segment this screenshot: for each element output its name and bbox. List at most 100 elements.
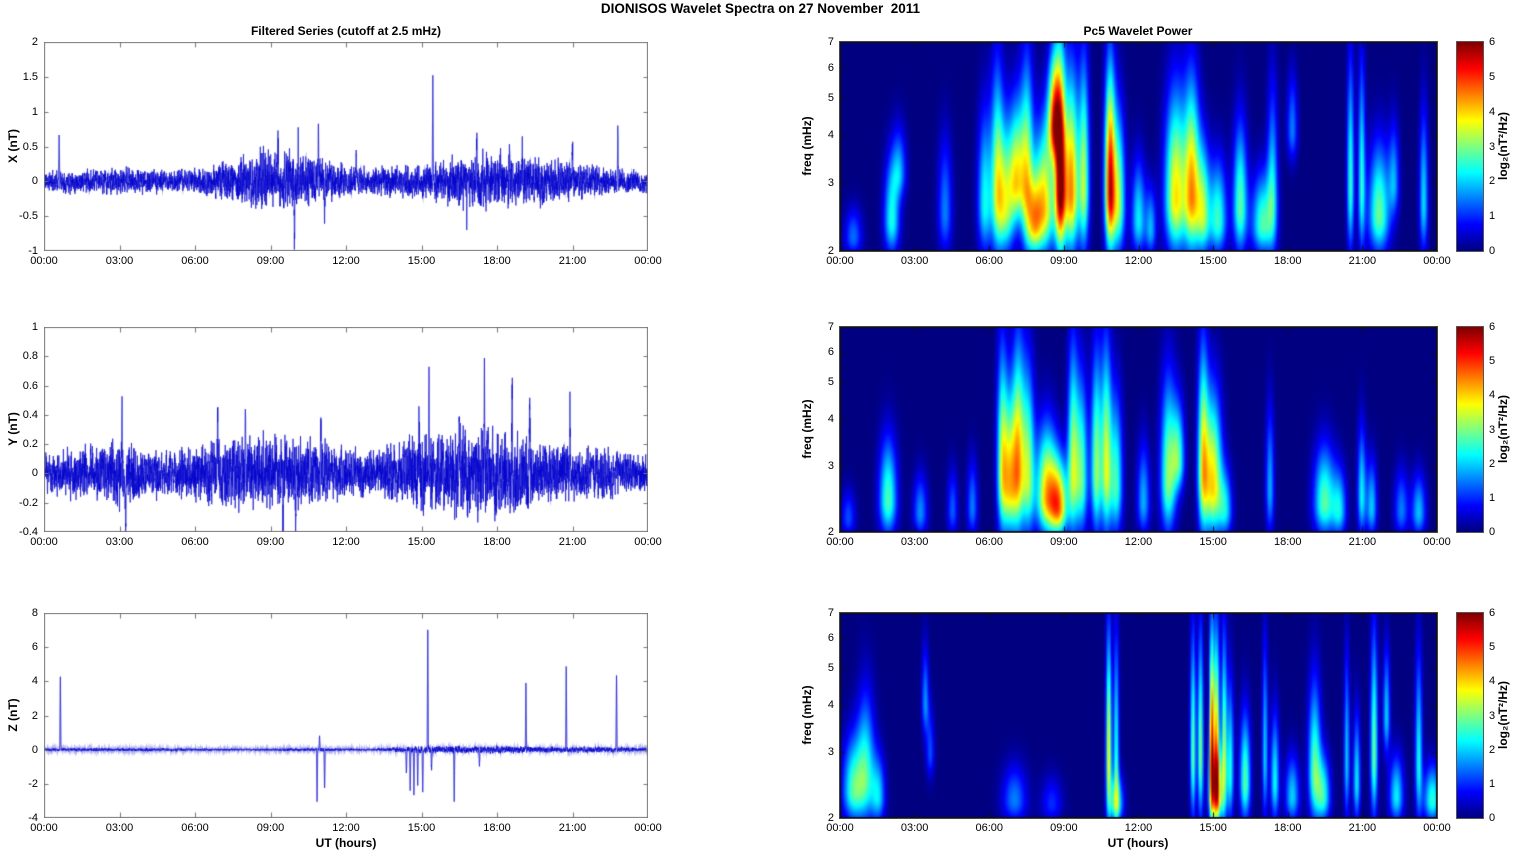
x-tick-label: 12:00	[332, 536, 360, 548]
colorbar-tick-label: 0	[1489, 526, 1496, 538]
x-tick-label: 21:00	[1348, 822, 1377, 834]
x-tick-label: 09:00	[256, 536, 285, 548]
x-tick-label: 03:00	[105, 255, 134, 267]
x_wavelet_power-plot	[839, 41, 1438, 252]
x-tick-label: 18:00	[1273, 536, 1302, 548]
y-tick-label: 0.6	[22, 379, 38, 392]
colorbar-tick-label: 2	[1489, 457, 1496, 470]
z-series-ylabel: Z (nT)	[6, 698, 20, 732]
x-tick-label: 09:00	[256, 255, 285, 267]
x-tick-label: 03:00	[900, 536, 929, 548]
colorbar-tick-label: 4	[1489, 389, 1496, 402]
y-tick-label: -1	[28, 245, 38, 257]
y-tick-label: 0	[31, 467, 38, 480]
colorbar-tick-label: 2	[1489, 743, 1496, 756]
colorbar-tick-label: 2	[1489, 175, 1496, 188]
freq-tick-label: 7	[827, 321, 834, 333]
y-wavelet-panel	[839, 326, 1438, 533]
y-tick-label: 0.2	[22, 438, 38, 451]
colorbar-gradient	[1456, 612, 1484, 819]
colorbar-gradient	[1456, 41, 1484, 252]
colorbar-tick-label: 3	[1489, 423, 1496, 436]
colorbar-tick-label: 1	[1489, 777, 1496, 790]
freq-tick-label: 6	[827, 346, 834, 359]
y_filtered_series-plot	[44, 327, 648, 532]
colorbar-tick-label: 5	[1489, 70, 1496, 83]
freq-tick-label: 2	[827, 245, 834, 257]
y-tick-label: -0.5	[19, 210, 38, 223]
colorbar-tick-label: 4	[1489, 105, 1496, 118]
x-tick-label: 00:00	[30, 536, 58, 548]
y-tick-label: -4	[28, 812, 38, 824]
x-tick-label: 06:00	[181, 536, 209, 548]
y-tick-label: 0.4	[22, 408, 38, 421]
x-tick-label: 12:00	[1124, 255, 1153, 267]
x-tick-label: 03:00	[900, 822, 929, 834]
colorbar-x	[1456, 41, 1484, 252]
x-tick-label: 12:00	[332, 822, 360, 834]
colorbar-label-x: log₂(nT²/Hz)	[1496, 112, 1510, 180]
x_filtered_series-plot	[44, 42, 648, 251]
y-series-ylabel: Y (nT)	[6, 412, 20, 446]
x-wavelet-ylabel: freq (mHz)	[800, 116, 814, 176]
y-tick-label: 1	[31, 105, 38, 118]
x-tick-label: 06:00	[975, 822, 1004, 834]
x-tick-label: 06:00	[975, 255, 1004, 267]
x-tick-label: 15:00	[407, 255, 436, 267]
x-tick-label: 06:00	[181, 822, 209, 834]
x-tick-label: 18:00	[1273, 255, 1302, 267]
x-tick-label: 03:00	[900, 255, 929, 267]
x-tick-label: 00:00	[826, 822, 854, 834]
colorbar-tick-label: 0	[1489, 812, 1496, 824]
x-tick-label: 03:00	[105, 536, 134, 548]
y-tick-label: 0.5	[22, 140, 38, 153]
z-wavelet-ylabel: freq (mHz)	[800, 685, 814, 745]
x-tick-label: 09:00	[1050, 822, 1078, 834]
freq-tick-label: 3	[827, 459, 834, 472]
z-wavelet-panel	[839, 612, 1438, 819]
freq-tick-label: 7	[827, 607, 834, 619]
x-tick-label: 00:00	[1423, 822, 1451, 834]
y-tick-label: -0.2	[19, 496, 38, 509]
x-tick-label: 18:00	[483, 822, 511, 834]
y-tick-label: 2	[31, 36, 38, 48]
freq-tick-label: 3	[827, 177, 834, 190]
x-tick-label: 15:00	[1199, 536, 1227, 548]
x-tick-label: 15:00	[407, 822, 436, 834]
x-tick-label: 18:00	[1273, 822, 1302, 834]
colorbar-label-z: log₂(nT²/Hz)	[1496, 681, 1510, 749]
x-tick-label: 21:00	[1348, 255, 1377, 267]
x-tick-label: 15:00	[1199, 255, 1227, 267]
x-tick-label: 06:00	[181, 255, 209, 267]
x-tick-label: 12:00	[1124, 822, 1153, 834]
z-series-panel	[44, 613, 648, 818]
x-wavelet-panel	[839, 41, 1438, 252]
freq-tick-label: 2	[827, 812, 834, 824]
y-tick-label: 1	[31, 321, 38, 333]
y-wavelet-ylabel: freq (mHz)	[800, 399, 814, 459]
x-tick-label: 18:00	[483, 536, 511, 548]
freq-tick-label: 6	[827, 61, 834, 74]
colorbar-z	[1456, 612, 1484, 819]
y-tick-label: 2	[31, 709, 38, 722]
figure-title: DIONISOS Wavelet Spectra on 27 November …	[600, 1, 921, 16]
y-tick-label: -0.4	[19, 526, 38, 538]
x-series-panel	[44, 42, 648, 251]
freq-tick-label: 2	[827, 526, 834, 538]
x-tick-label: 18:00	[483, 255, 511, 267]
x-tick-label: 00:00	[634, 536, 662, 548]
freq-tick-label: 5	[827, 376, 834, 389]
colorbar-y	[1456, 326, 1484, 533]
colorbar-gradient	[1456, 326, 1484, 533]
freq-tick-label: 6	[827, 632, 834, 645]
freq-tick-label: 4	[827, 129, 834, 142]
colorbar-tick-label: 0	[1489, 245, 1496, 257]
x-tick-label: 09:00	[256, 822, 285, 834]
colorbar-tick-label: 3	[1489, 140, 1496, 153]
colorbar-tick-label: 3	[1489, 709, 1496, 722]
x-series-ylabel: X (nT)	[6, 129, 20, 163]
x-tick-label: 21:00	[1348, 536, 1377, 548]
y-tick-label: 8	[31, 607, 38, 619]
y-tick-label: 0	[31, 743, 38, 756]
